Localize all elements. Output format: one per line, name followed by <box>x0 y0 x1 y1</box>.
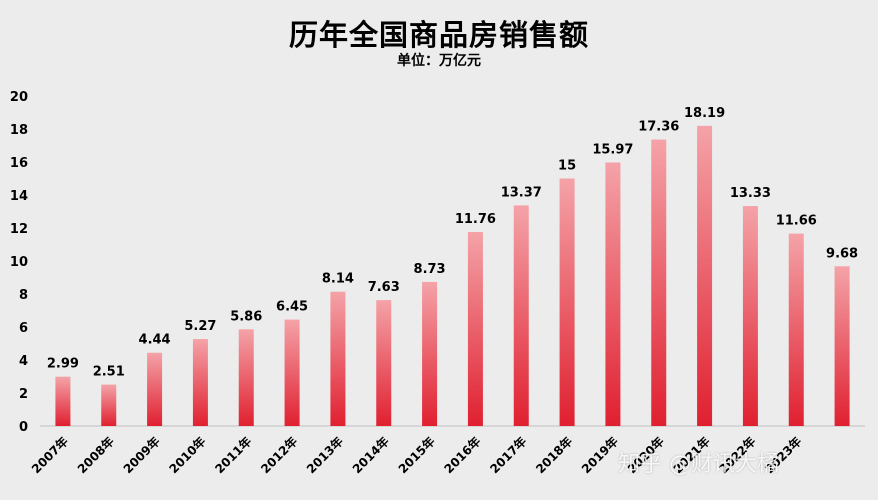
bar <box>101 384 117 426</box>
data-label: 2.51 <box>93 365 125 380</box>
data-label: 15.97 <box>592 142 633 157</box>
y-tick-label: 18 <box>10 123 28 138</box>
data-label: 8.14 <box>322 272 354 287</box>
data-label: 15 <box>558 159 576 174</box>
x-tick-label: 2018年 <box>532 434 575 477</box>
data-label: 11.76 <box>455 212 496 227</box>
y-tick-label: 20 <box>10 90 28 105</box>
x-tick-label: 2013年 <box>303 434 346 477</box>
y-tick-label: 16 <box>10 156 28 171</box>
x-tick-label: 2009年 <box>120 434 163 477</box>
bar <box>238 329 254 426</box>
bar <box>376 300 392 426</box>
y-tick-label: 6 <box>19 321 28 336</box>
bar <box>147 352 163 426</box>
data-label: 7.63 <box>368 280 400 295</box>
data-label: 13.37 <box>501 185 542 200</box>
x-tick-label: 2008年 <box>74 434 117 477</box>
y-tick-label: 12 <box>10 222 28 237</box>
chart-subtitle: 单位：万亿元 <box>397 53 481 69</box>
data-label: 18.19 <box>684 106 725 121</box>
data-label: 4.44 <box>139 333 171 348</box>
y-tick-label: 4 <box>19 354 28 369</box>
bar <box>651 139 667 426</box>
bar <box>742 206 758 426</box>
y-tick-label: 8 <box>19 288 28 303</box>
bar <box>192 339 208 426</box>
data-label: 5.27 <box>184 319 216 334</box>
data-label: 11.66 <box>776 214 817 229</box>
watermark: 知乎 @财讯大橘 <box>618 452 779 477</box>
x-tick-label: 2015年 <box>395 434 438 477</box>
data-label: 9.68 <box>826 246 858 261</box>
y-tick-label: 10 <box>10 255 28 270</box>
x-tick-label: 2019年 <box>578 434 621 477</box>
bar <box>55 376 71 426</box>
data-label: 17.36 <box>638 120 679 135</box>
x-tick-label: 2014年 <box>349 434 392 477</box>
x-tick-label: 2017年 <box>487 434 530 477</box>
data-label: 8.73 <box>414 262 446 277</box>
data-label: 5.86 <box>230 309 262 324</box>
bar <box>284 319 300 426</box>
bar <box>513 205 529 426</box>
bar <box>834 266 850 426</box>
x-tick-label: 2010年 <box>166 434 209 477</box>
data-label: 6.45 <box>276 300 308 315</box>
x-tick-label: 2016年 <box>441 434 484 477</box>
bar <box>422 281 438 426</box>
bar <box>559 178 575 426</box>
bar <box>697 125 713 427</box>
x-tick-label: 2007年 <box>28 434 71 477</box>
data-label: 2.99 <box>47 357 79 372</box>
x-tick-label: 2011年 <box>212 434 255 477</box>
bar <box>788 233 804 426</box>
data-label: 13.33 <box>730 186 771 201</box>
y-tick-label: 2 <box>19 387 28 402</box>
bar <box>330 291 346 426</box>
x-tick-label: 2012年 <box>257 434 300 477</box>
bar <box>605 162 621 426</box>
chart-title: 历年全国商品房销售额 <box>288 18 589 52</box>
bar <box>467 231 483 426</box>
y-tick-label: 14 <box>10 189 28 204</box>
y-tick-label: 0 <box>19 420 28 435</box>
